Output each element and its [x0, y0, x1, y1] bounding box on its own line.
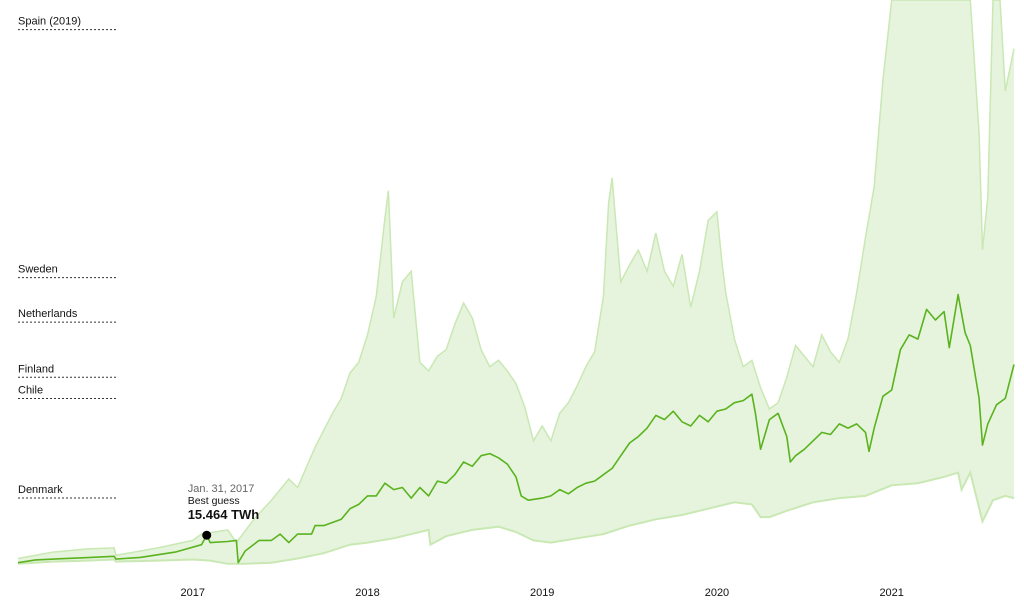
uncertainty-band — [17, 0, 1015, 565]
x-axis: 2017 2018 2019 2020 2021 — [180, 587, 903, 599]
reference-label: Spain (2019) — [18, 16, 81, 28]
annotation-label: Best guess — [188, 495, 240, 507]
x-tick-label: 2021 — [879, 587, 903, 599]
reference-label: Sweden — [18, 264, 58, 276]
x-tick-label: 2018 — [355, 587, 379, 599]
x-tick-label: 2020 — [705, 587, 729, 599]
reference-label: Denmark — [18, 484, 63, 496]
annotation: Jan. 31, 2017 Best guess 15.464 TWh — [188, 483, 260, 540]
reference-lines: Spain (2019) Sweden Netherlands Finland Chil… — [18, 16, 118, 499]
reference-label: Netherlands — [18, 308, 78, 320]
best-guess-series — [17, 293, 1015, 564]
band-area — [18, 0, 1014, 564]
annotation-value: 15.464 TWh — [188, 507, 260, 522]
upper-bound-line — [17, 0, 1015, 560]
reference-label: Finland — [18, 363, 54, 375]
annotation-date: Jan. 31, 2017 — [188, 483, 255, 495]
annotation-dot — [202, 530, 212, 540]
reference-label: Chile — [18, 384, 43, 396]
best-guess-line — [17, 293, 1015, 564]
x-tick-label: 2019 — [530, 587, 554, 599]
x-tick-label: 2017 — [180, 587, 204, 599]
lower-bound-line — [17, 469, 1015, 565]
